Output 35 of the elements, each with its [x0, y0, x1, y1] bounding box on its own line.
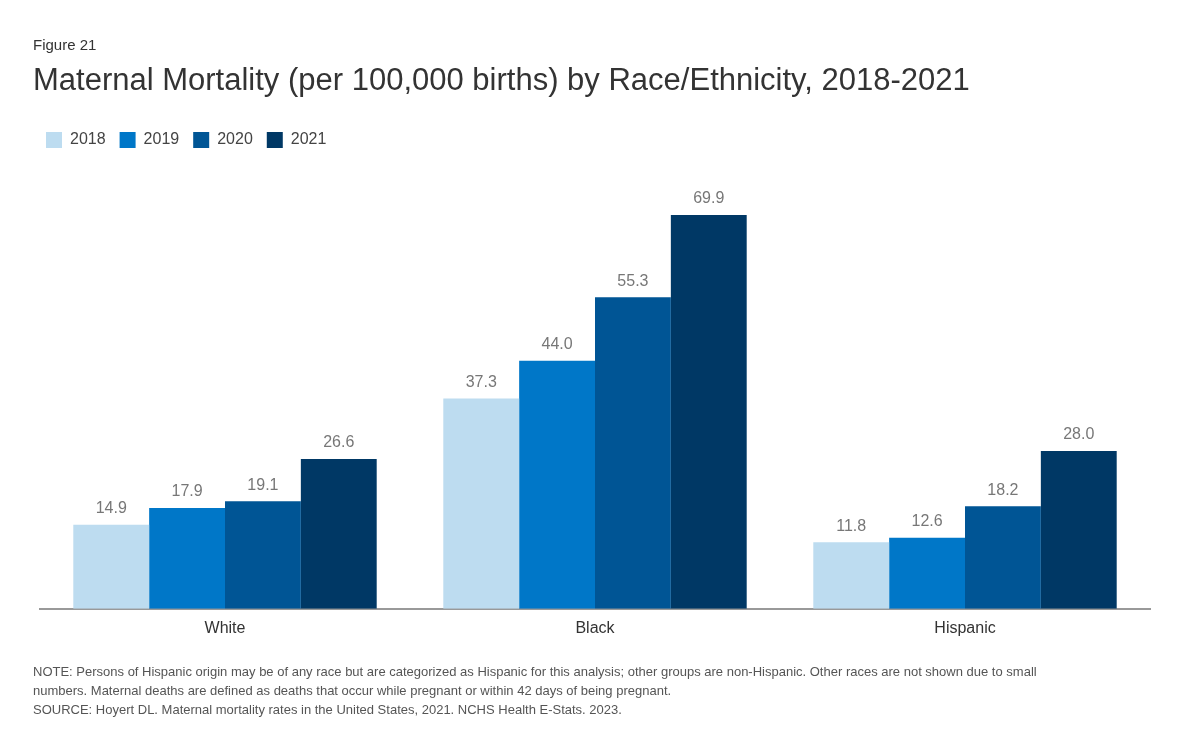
source-note: SOURCE: Hoyert DL. Maternal mortality rates in the United States, 2021. NCHS Health E-Stats. 2023. [33, 701, 623, 719]
bar [1040, 451, 1117, 609]
chart-subtitle: Figure 21 [33, 36, 97, 53]
data-label: 44.0 [541, 335, 573, 353]
data-label: 26.6 [323, 433, 355, 451]
legend-label: 2021 [290, 130, 327, 148]
bar [300, 458, 377, 609]
bar [965, 506, 1041, 609]
bar [519, 360, 595, 609]
data-label: 69.9 [693, 189, 725, 207]
data-label: 18.2 [987, 480, 1019, 498]
data-label: 37.3 [465, 373, 497, 391]
data-label: 11.8 [836, 516, 867, 534]
bar [595, 297, 671, 609]
legend-label: 2020 [217, 130, 253, 148]
text: NOTE: Persons of Hispanic origin may be of any race but are categorized as Hispanic for this analysis; other groups are non-Hispanic. Other races are not shown due to small numbers. Maternal deaths are defined as deaths that occur while pregnant or within 42 days of being pregnant. [33, 663, 1038, 700]
data-label: 12.6 [911, 512, 943, 530]
bar [889, 537, 965, 609]
data-label: 28.0 [1063, 425, 1095, 443]
data-label: 19.1 [247, 475, 279, 493]
bar [225, 501, 301, 609]
legend-label: 2019 [143, 130, 180, 148]
data-label: 17.9 [171, 482, 203, 500]
x-tick-label: White [204, 618, 246, 636]
bar [670, 214, 747, 609]
bar [149, 507, 225, 609]
chart-title: Maternal Mortality (per 100,000 births) by Race/Ethnicity, 2018-2021 [33, 62, 970, 98]
data-label: 14.9 [95, 499, 127, 517]
legend-label: 2018 [70, 130, 106, 148]
bar [443, 398, 520, 609]
bar [813, 542, 890, 609]
x-tick-label: Hispanic [934, 618, 996, 636]
x-tick-label: Black [575, 618, 616, 636]
data-label: 55.3 [617, 271, 649, 289]
bar [73, 524, 150, 609]
